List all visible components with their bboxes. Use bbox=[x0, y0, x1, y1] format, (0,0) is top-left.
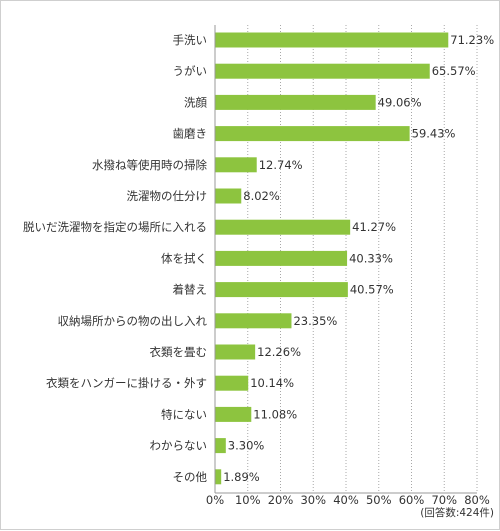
x-tick-label: 50% bbox=[366, 493, 392, 507]
value-label: 12.74% bbox=[259, 158, 303, 172]
x-tick-label: 0% bbox=[206, 493, 224, 507]
category-label: 衣類をハンガーに掛ける・外す bbox=[46, 376, 207, 390]
value-label: 65.57% bbox=[432, 64, 476, 78]
bar bbox=[215, 219, 351, 235]
x-tick-label: 80% bbox=[464, 493, 490, 507]
category-label: 水撥ね等使用時の掃除 bbox=[92, 158, 207, 172]
value-label: 40.33% bbox=[349, 251, 393, 265]
value-label: 41.27% bbox=[352, 220, 396, 234]
bar bbox=[215, 375, 249, 391]
x-tick-label: 10% bbox=[235, 493, 261, 507]
category-label: 脱いだ洗濯物を指定の場所に入れる bbox=[23, 220, 207, 234]
value-label: 59.43% bbox=[412, 127, 456, 141]
value-label: 40.57% bbox=[350, 283, 394, 297]
bar bbox=[215, 94, 376, 110]
bar bbox=[215, 188, 242, 204]
bar bbox=[215, 250, 348, 266]
x-tick-label: 60% bbox=[399, 493, 425, 507]
category-label: 洗顔 bbox=[184, 95, 207, 109]
value-label: 71.23% bbox=[450, 33, 494, 47]
bar bbox=[215, 63, 430, 79]
bar bbox=[215, 157, 257, 173]
bar bbox=[215, 469, 222, 485]
bars bbox=[215, 32, 449, 485]
value-label: 11.08% bbox=[253, 407, 297, 421]
category-label: うがい bbox=[173, 64, 208, 78]
bar bbox=[215, 344, 256, 360]
category-label: 衣類を畳む bbox=[150, 345, 208, 359]
response-count-note: (回答数:424件) bbox=[420, 506, 494, 519]
bar bbox=[215, 406, 252, 422]
x-tick-label: 20% bbox=[268, 493, 294, 507]
category-label: 手洗い bbox=[173, 33, 208, 47]
value-label: 23.35% bbox=[293, 314, 337, 328]
category-label: わからない bbox=[150, 439, 208, 453]
category-label: その他 bbox=[173, 470, 208, 484]
category-label: 特にない bbox=[161, 407, 207, 421]
category-label: 歯磨き bbox=[173, 127, 208, 141]
x-tick-label: 30% bbox=[300, 493, 326, 507]
x-tick-label: 70% bbox=[431, 493, 457, 507]
value-label: 8.02% bbox=[243, 189, 280, 203]
value-label: 3.30% bbox=[228, 439, 265, 453]
value-label: 1.89% bbox=[223, 470, 260, 484]
category-label: 着替え bbox=[173, 283, 208, 297]
bar bbox=[215, 313, 292, 329]
value-label: 12.26% bbox=[257, 345, 301, 359]
category-label: 体を拭く bbox=[161, 251, 207, 265]
value-label: 49.06% bbox=[378, 95, 422, 109]
labels: 0% 10% 20% 30% 40% 50% 60% 70% 80% 手洗い 71.23% うがい 65… bbox=[23, 33, 494, 507]
category-label: 洗濯物の仕分け bbox=[127, 189, 208, 203]
axis bbox=[214, 25, 477, 494]
bar bbox=[215, 282, 348, 298]
value-label: 10.14% bbox=[250, 376, 294, 390]
x-tick-label: 40% bbox=[333, 493, 359, 507]
bar bbox=[215, 32, 449, 48]
bar bbox=[215, 438, 226, 454]
bar bbox=[215, 126, 410, 142]
category-label: 収納場所からの物の出し入れ bbox=[58, 314, 208, 328]
